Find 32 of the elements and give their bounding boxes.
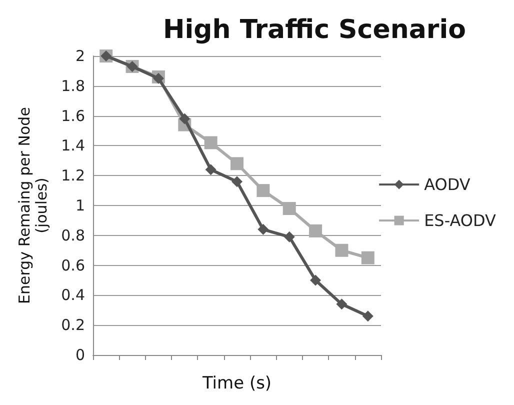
- point: [284, 231, 295, 242]
- point: [309, 224, 322, 238]
- chart-title: High Traffic Scenario: [163, 15, 466, 45]
- legend-label: ES-AODV: [424, 211, 496, 230]
- y-tick-label: 1.4: [61, 136, 85, 155]
- point: [179, 113, 190, 124]
- legend-label: AODV: [424, 175, 470, 194]
- point: [152, 72, 164, 84]
- y-tick-label: 0.8: [61, 226, 85, 244]
- x-axis-title: Time (s): [201, 374, 272, 394]
- point: [258, 224, 269, 235]
- point: [310, 274, 322, 286]
- y-tick-label: 2: [75, 47, 85, 65]
- y-tick-label: 0.4: [61, 286, 85, 304]
- y-tick-label: 1.2: [61, 166, 85, 185]
- y-tick-label: 0: [75, 346, 85, 364]
- point: [362, 310, 374, 322]
- point: [336, 298, 348, 310]
- y-tick-label: 0.2: [61, 316, 85, 334]
- y-tick-label: 1.6: [61, 106, 85, 125]
- point: [230, 157, 244, 170]
- y-tick-label: 0.6: [61, 256, 85, 274]
- point: [232, 176, 242, 188]
- y-tick-label: 1.8: [61, 76, 85, 95]
- point: [205, 164, 216, 176]
- y-tick-label: 1: [75, 196, 85, 214]
- point: [282, 202, 296, 215]
- point: [361, 251, 374, 264]
- point: [256, 184, 270, 198]
- y-axis-title: Energy Remaing per Node (joules): [16, 107, 51, 304]
- point: [204, 136, 218, 150]
- point: [335, 244, 348, 257]
